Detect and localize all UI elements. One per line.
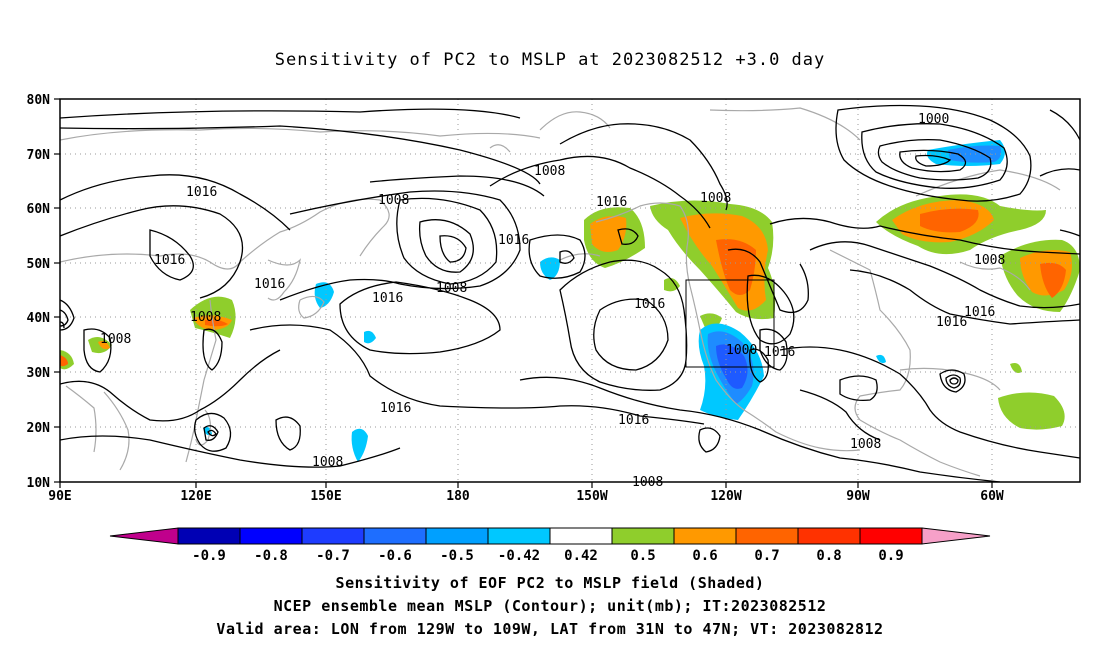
shade-blue-pacific-1	[364, 330, 376, 344]
colorbar-cell	[859, 527, 923, 545]
contour-label: 1008	[436, 281, 467, 296]
lon-label: 150W	[576, 489, 607, 504]
caption-valid-area: Valid area: LON from 129W to 109W, LAT f…	[216, 620, 884, 638]
colorbar-cell	[549, 527, 613, 545]
contour-label: 1008	[974, 253, 1005, 268]
contour-label: 1016	[618, 413, 649, 428]
colorbar-end-low	[109, 527, 179, 545]
lat-label: 50N	[27, 257, 51, 272]
colorbar-cell	[611, 527, 675, 545]
lon-label: 90E	[48, 489, 71, 504]
lat-label: 40N	[27, 311, 51, 326]
colorbar-end-high	[921, 527, 991, 545]
shaded-sensitivity-layer	[60, 140, 1080, 462]
contour-label: 1008	[190, 310, 221, 325]
colorbar-cell	[797, 527, 861, 545]
shade-blue-small-1	[876, 354, 886, 364]
contour-label: 1016	[186, 185, 217, 200]
colorbar-label: 0.42	[564, 548, 598, 564]
contour-label: 1008	[534, 164, 565, 179]
contour-label: 1016	[634, 297, 665, 312]
mslp-contours	[60, 104, 1080, 482]
contour-label: 1016	[498, 233, 529, 248]
shade-red-atlantic-2	[1040, 262, 1066, 298]
colorbar-label: 0.9	[878, 548, 903, 564]
lon-label: 120W	[710, 489, 741, 504]
colorbar-label: 0.6	[692, 548, 717, 564]
latitude-labels: 80N 70N 60N 50N 40N 30N 20N 10N	[27, 93, 51, 491]
colorbar-label: -0.5	[440, 548, 474, 564]
contour-label: 1000	[918, 112, 949, 127]
contour-label: 1008	[378, 193, 409, 208]
colorbar-cell	[425, 527, 489, 545]
contour-label: 1016	[764, 345, 795, 360]
colorbar-cell	[301, 527, 365, 545]
contour-label: 1016	[936, 315, 967, 330]
colorbar-cell	[487, 527, 551, 545]
colorbar-cell	[177, 527, 241, 545]
coastlines	[60, 107, 1061, 477]
lat-label: 70N	[27, 148, 51, 163]
contour-label: 1016	[254, 277, 285, 292]
contour-label: 1008	[700, 191, 731, 206]
longitude-labels: 90E 120E 150E 180 150W 120W 90W 60W	[48, 489, 1004, 504]
colorbar-cell	[239, 527, 303, 545]
contour-label: 1016	[372, 291, 403, 306]
contour-label: 1016	[380, 401, 411, 416]
caption-shading: Sensitivity of EOF PC2 to MSLP field (Sh…	[335, 574, 765, 592]
colorbar-label: -0.6	[378, 548, 412, 564]
shade-green-small	[664, 278, 680, 292]
valid-area-box	[685, 279, 775, 368]
colorbar-label: 0.7	[754, 548, 779, 564]
lat-label: 80N	[27, 93, 51, 108]
shade-orange-india	[98, 340, 110, 350]
colorbar: -0.9 -0.8 -0.7 -0.6 -0.5 -0.42 0.42 0.5 0.6 0.7 0.…	[109, 527, 991, 564]
lat-label: 20N	[27, 421, 51, 436]
contour-label: 1016	[964, 305, 995, 320]
contour-labels: 1016 1008 1016 1016 1016 1008 1008 1008 …	[100, 112, 1005, 490]
shade-orange-edge	[60, 355, 68, 367]
shade-green-atlantic-3	[998, 392, 1065, 430]
colorbar-label: 0.5	[630, 548, 655, 564]
contour-label: 1008	[312, 455, 343, 470]
shade-red-canada	[716, 239, 756, 295]
contour-label: 1016	[154, 253, 185, 268]
lat-label: 30N	[27, 366, 51, 381]
lat-label: 10N	[27, 476, 51, 491]
shade-green-atlantic-4	[1010, 363, 1022, 373]
contour-label: 1008	[850, 437, 881, 452]
shade-blue-greenland	[948, 145, 1002, 163]
map-title: Sensitivity of PC2 to MSLP at 2023082512…	[274, 50, 826, 70]
shade-blue-pacific-2	[351, 428, 368, 462]
colorbar-label: -0.42	[498, 548, 540, 564]
colorbar-cell	[363, 527, 427, 545]
lon-label: 120E	[180, 489, 211, 504]
plot-frame	[59, 98, 1081, 483]
lat-label: 60N	[27, 202, 51, 217]
shade-red-atlantic-1	[920, 208, 979, 233]
caption-contour: NCEP ensemble mean MSLP (Contour); unit(…	[273, 597, 827, 615]
shade-red-china	[205, 319, 228, 327]
shade-blue-japan	[314, 282, 334, 308]
colorbar-label: 0.8	[816, 548, 841, 564]
colorbar-label: -0.7	[316, 548, 350, 564]
lon-label: 90W	[846, 489, 870, 504]
contour-label: 1000	[726, 343, 757, 358]
colorbar-label: -0.8	[254, 548, 288, 564]
colorbar-cell	[673, 527, 737, 545]
lon-label: 60W	[980, 489, 1004, 504]
colorbar-cell	[735, 527, 799, 545]
lon-label: 150E	[310, 489, 341, 504]
colorbar-label: -0.9	[192, 548, 226, 564]
lon-label: 180	[446, 489, 470, 504]
graticule	[60, 99, 1080, 482]
contour-label: 1016	[596, 195, 627, 210]
axis-ticks	[54, 98, 993, 488]
contour-label: 1008	[100, 332, 131, 347]
shade-orange-alaska	[590, 216, 627, 252]
